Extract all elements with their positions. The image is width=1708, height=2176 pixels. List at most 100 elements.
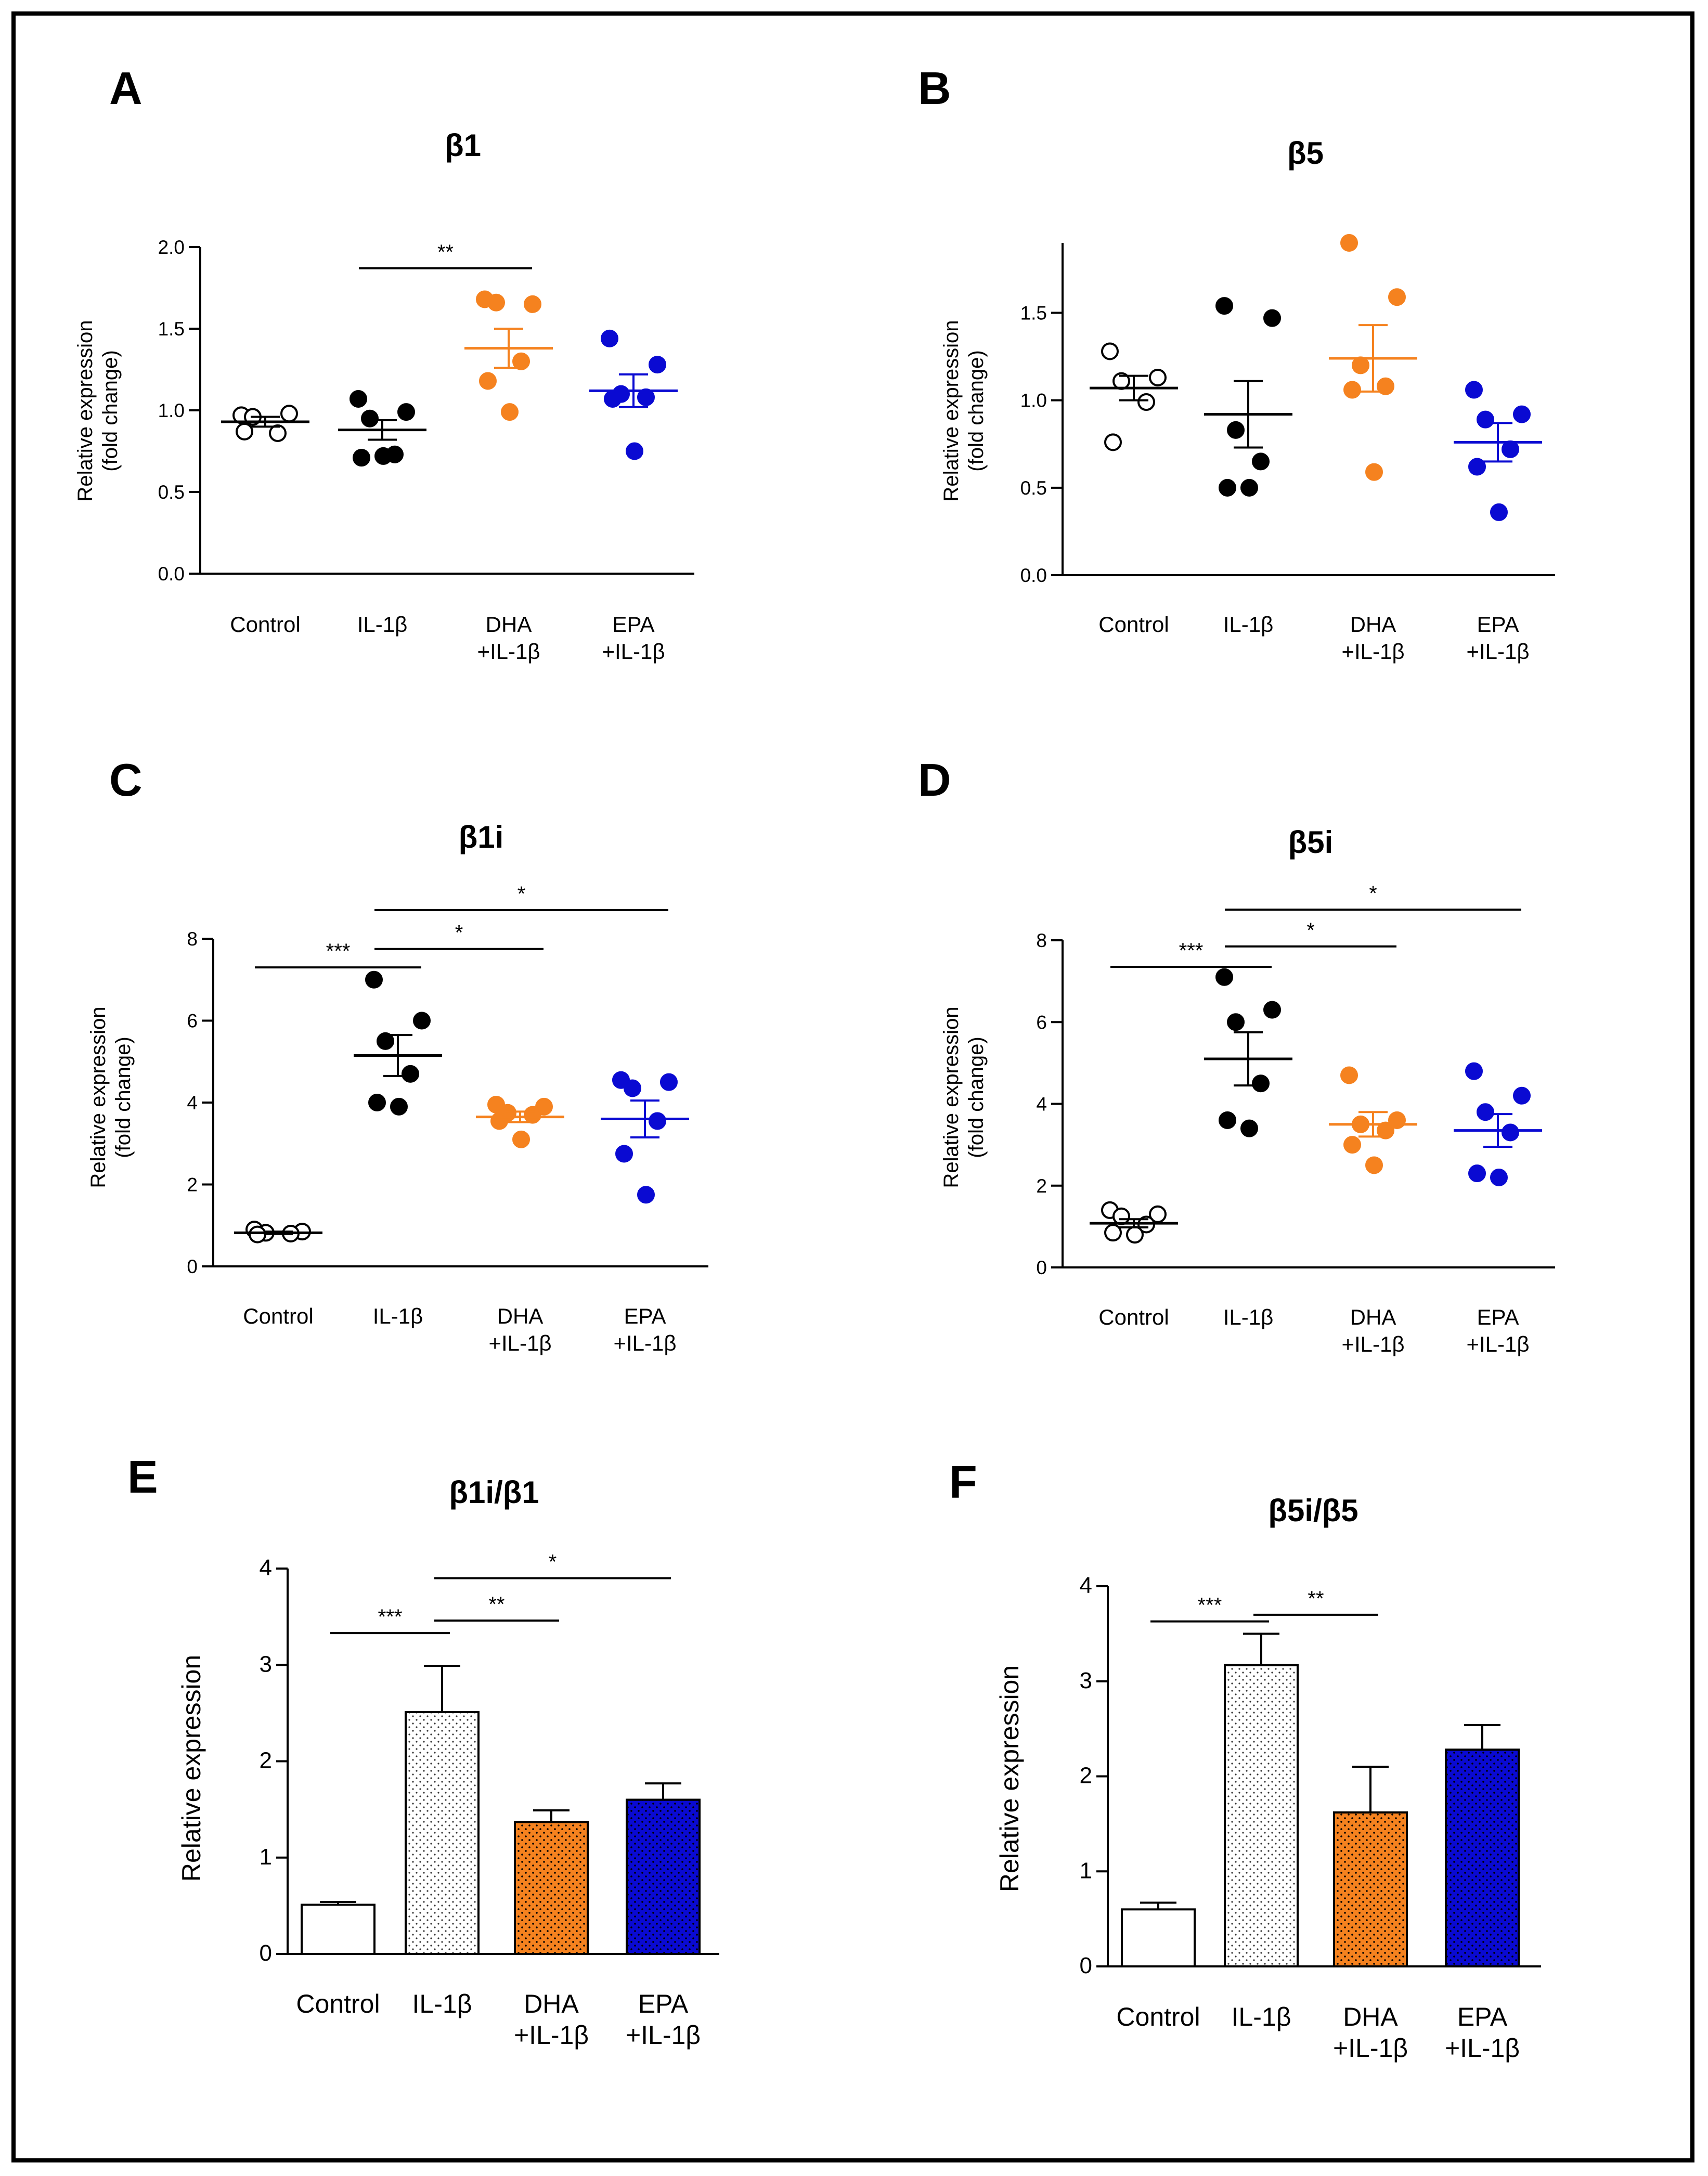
panel-letter: A <box>109 62 143 114</box>
data-point <box>1365 463 1383 481</box>
y-tick-label: 6 <box>187 1011 198 1032</box>
panel-title: β1 <box>445 128 481 163</box>
data-point <box>350 390 367 408</box>
data-point <box>361 409 379 428</box>
y-axis-label-line: (fold change) <box>112 1037 135 1158</box>
data-point <box>374 447 392 465</box>
y-tick-label: 1.0 <box>1020 390 1047 411</box>
data-point <box>1137 393 1155 411</box>
significance-label: * <box>517 883 526 905</box>
data-point <box>280 405 298 423</box>
category-label: EPA <box>1477 1305 1519 1329</box>
significance-label: ** <box>437 241 454 264</box>
data-point <box>1502 440 1519 458</box>
category-label: Control <box>230 612 300 637</box>
data-point <box>660 1073 678 1091</box>
y-axis-label-line: Relative expression <box>995 1665 1024 1892</box>
data-point <box>1252 452 1270 471</box>
data-point <box>626 442 643 460</box>
y-tick-label: 0 <box>260 1940 272 1966</box>
significance-label: * <box>1306 919 1315 942</box>
data-point <box>1215 297 1233 315</box>
data-point <box>1126 1226 1144 1244</box>
y-tick-label: 3 <box>1080 1668 1092 1693</box>
y-tick-label: 1 <box>1080 1858 1092 1883</box>
bar-pattern <box>1224 1664 1299 1968</box>
category-label: IL-1β <box>412 1989 472 2018</box>
data-point <box>402 1065 419 1083</box>
y-tick-label: 0.0 <box>1020 565 1047 586</box>
data-point <box>479 372 497 390</box>
data-point <box>524 295 541 313</box>
data-point <box>637 1186 655 1204</box>
y-tick-label: 0.0 <box>158 563 185 585</box>
data-point <box>1240 1119 1258 1137</box>
y-tick-label: 0.5 <box>1020 477 1047 499</box>
data-point <box>1465 381 1483 399</box>
y-tick-label: 2 <box>187 1174 198 1196</box>
data-point <box>1490 1169 1508 1187</box>
bar-pattern <box>1333 1811 1408 1968</box>
category-label: DHA <box>497 1304 544 1328</box>
y-tick-label: 3 <box>260 1651 272 1677</box>
data-point <box>487 293 505 312</box>
y-axis-label-line: (fold change) <box>99 350 122 471</box>
panel-title: β1i/β1 <box>449 1475 539 1510</box>
y-axis-label: Relative expression (fold change) <box>940 320 988 501</box>
data-point <box>1343 1136 1361 1154</box>
data-point <box>1377 1121 1394 1139</box>
category-label: DHA <box>486 612 532 637</box>
y-tick-label: 4 <box>1080 1573 1092 1598</box>
data-point <box>1468 1164 1486 1183</box>
panel-a: Aβ1 0.0 0.5 1.0 1.5 2.0 Relative expression (fo… <box>74 62 694 664</box>
data-point <box>413 1012 431 1030</box>
data-point <box>1149 368 1167 386</box>
data-point <box>1352 356 1369 374</box>
y-tick-label: 1.5 <box>158 318 185 340</box>
data-point <box>512 1130 530 1148</box>
category-label: EPA <box>624 1304 666 1328</box>
category-label: DHA <box>1350 612 1396 637</box>
data-point <box>1227 1013 1245 1031</box>
y-tick-label: 8 <box>187 928 198 950</box>
y-axis-label: Relative expression (fold change) <box>74 320 122 501</box>
y-tick-label: 8 <box>1036 930 1047 951</box>
bar-pattern <box>1445 1748 1520 1968</box>
y-axis-label-line: (fold change) <box>965 1037 988 1158</box>
data-point <box>501 403 519 421</box>
data-point <box>1377 377 1394 395</box>
category-label: +IL-1β <box>1333 2033 1408 2063</box>
data-point <box>1343 381 1361 399</box>
data-point <box>1513 1086 1531 1105</box>
data-point <box>1101 342 1119 360</box>
category-label: +IL-1β <box>514 2020 589 2050</box>
category-label: Control <box>1116 2002 1200 2031</box>
category-label: DHA <box>1350 1305 1396 1329</box>
panel-letter: F <box>949 1456 977 1508</box>
y-tick-label: 0 <box>1036 1257 1047 1278</box>
category-label: +IL-1β <box>613 1331 676 1355</box>
category-label: +IL-1β <box>1445 2033 1520 2063</box>
data-point <box>1340 234 1358 252</box>
category-label: Control <box>1098 612 1169 637</box>
data-point <box>1104 1224 1122 1242</box>
data-point <box>490 1112 508 1130</box>
y-tick-label: 1.0 <box>158 400 185 421</box>
y-axis-label: Relative expression (fold change) <box>940 1006 988 1188</box>
y-tick-label: 2 <box>1036 1175 1047 1197</box>
category-label: Control <box>243 1304 313 1328</box>
data-point <box>1263 309 1281 327</box>
data-point <box>1340 1066 1358 1084</box>
y-axis-label: Relative expression <box>995 1665 1024 1892</box>
significance-label: * <box>455 922 463 944</box>
significance-label: *** <box>1198 1594 1222 1617</box>
significance-label: *** <box>1179 939 1204 962</box>
category-label: +IL-1β <box>488 1331 551 1355</box>
data-point <box>615 1145 633 1163</box>
y-axis-label: Relative expression (fold change) <box>87 1006 135 1188</box>
panel-title: β5 <box>1287 136 1324 171</box>
category-label: IL-1β <box>357 612 408 637</box>
